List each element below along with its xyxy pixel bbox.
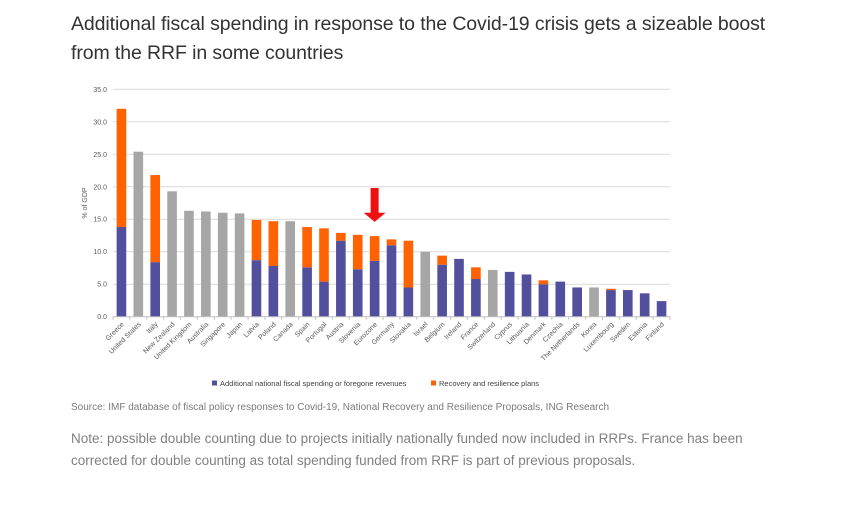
bar-rrf: [319, 228, 329, 282]
bar-national: [487, 269, 498, 317]
bar-national: [201, 211, 211, 317]
bar-rrf: [336, 232, 346, 241]
bar-national: [352, 269, 363, 317]
bar-national: [521, 274, 532, 317]
bar-rrf: [268, 221, 279, 267]
bar-rrf: [437, 255, 447, 265]
legend: Additional national fiscal spending or f…: [212, 379, 539, 388]
y-tick-label: 15.0: [93, 217, 107, 224]
bar-national: [572, 287, 582, 317]
bar-rrf: [251, 219, 262, 261]
bar-rrf: [471, 267, 481, 280]
bar-rrf: [386, 239, 397, 246]
bar-national: [167, 191, 177, 317]
bar-rrf: [369, 236, 380, 261]
y-tick-label: 10.0: [93, 249, 107, 256]
bar-rrf: [606, 288, 616, 291]
chart-title: Additional fiscal spending in response t…: [71, 13, 766, 64]
bar-rrf: [150, 175, 161, 263]
y-tick-label: 30.0: [93, 119, 107, 126]
bar-rrf: [403, 240, 414, 288]
bar-rrf: [538, 280, 549, 285]
bar-national: [622, 290, 633, 317]
y-axis-label: % of GDP: [82, 187, 89, 218]
bar-national: [251, 260, 262, 317]
y-tick-label: 0.0: [97, 314, 107, 321]
bar-national: [386, 245, 397, 317]
bar-national: [538, 284, 549, 317]
bar-national: [234, 213, 245, 317]
eurozone-arrow-annotation: [363, 188, 386, 222]
bar-national: [184, 210, 194, 317]
bar-national: [437, 264, 447, 317]
x-tick-label: Finland: [645, 321, 666, 342]
bar-national: [656, 301, 667, 317]
bar-rrf: [302, 227, 312, 268]
stacked-bar-chart: 0.05.010.015.020.025.030.035.0 % of GDP …: [82, 87, 671, 388]
bar-national: [403, 287, 414, 317]
bar-rrf: [352, 234, 363, 270]
bar-national: [217, 212, 228, 317]
bars: [116, 108, 667, 317]
bar-national: [606, 290, 616, 317]
y-tick-label: 5.0: [97, 282, 107, 289]
bar-national: [369, 260, 380, 317]
legend-label-rrf: Recovery and resilience plans: [439, 379, 539, 388]
bar-national: [319, 281, 329, 317]
y-tick-label: 20.0: [93, 184, 107, 191]
bar-national: [302, 267, 312, 317]
bar-national: [639, 293, 650, 317]
bar-national: [268, 266, 279, 317]
y-tick-label: 35.0: [93, 87, 107, 94]
x-tick-label: Italy: [146, 321, 160, 335]
bar-national: [116, 227, 127, 317]
bar-national: [454, 258, 464, 317]
bar-national: [133, 151, 144, 317]
x-axis-ticks: [112, 316, 671, 320]
footnote: Note: possible double counting due to pr…: [71, 431, 743, 468]
y-axis-ticks: 0.0 5.0 10.0 15.0 20.0 25.0 30.0 35.0: [93, 87, 107, 321]
source-note: Source: IMF database of fiscal policy re…: [71, 402, 610, 413]
legend-swatch-rrf: [431, 380, 436, 386]
bar-national: [555, 281, 566, 317]
legend-label-national: Additional national fiscal spending or f…: [220, 379, 407, 388]
bar-national: [285, 221, 296, 317]
y-tick-label: 25.0: [93, 152, 107, 159]
bar-national: [420, 251, 431, 317]
bar-national: [471, 279, 481, 317]
bar-national: [336, 240, 346, 317]
bar-national: [150, 262, 161, 317]
bar-national: [504, 271, 515, 317]
bar-rrf: [116, 108, 127, 228]
bar-national: [589, 287, 599, 317]
legend-swatch-national: [212, 380, 217, 386]
x-tick-label: Japan: [226, 321, 245, 340]
